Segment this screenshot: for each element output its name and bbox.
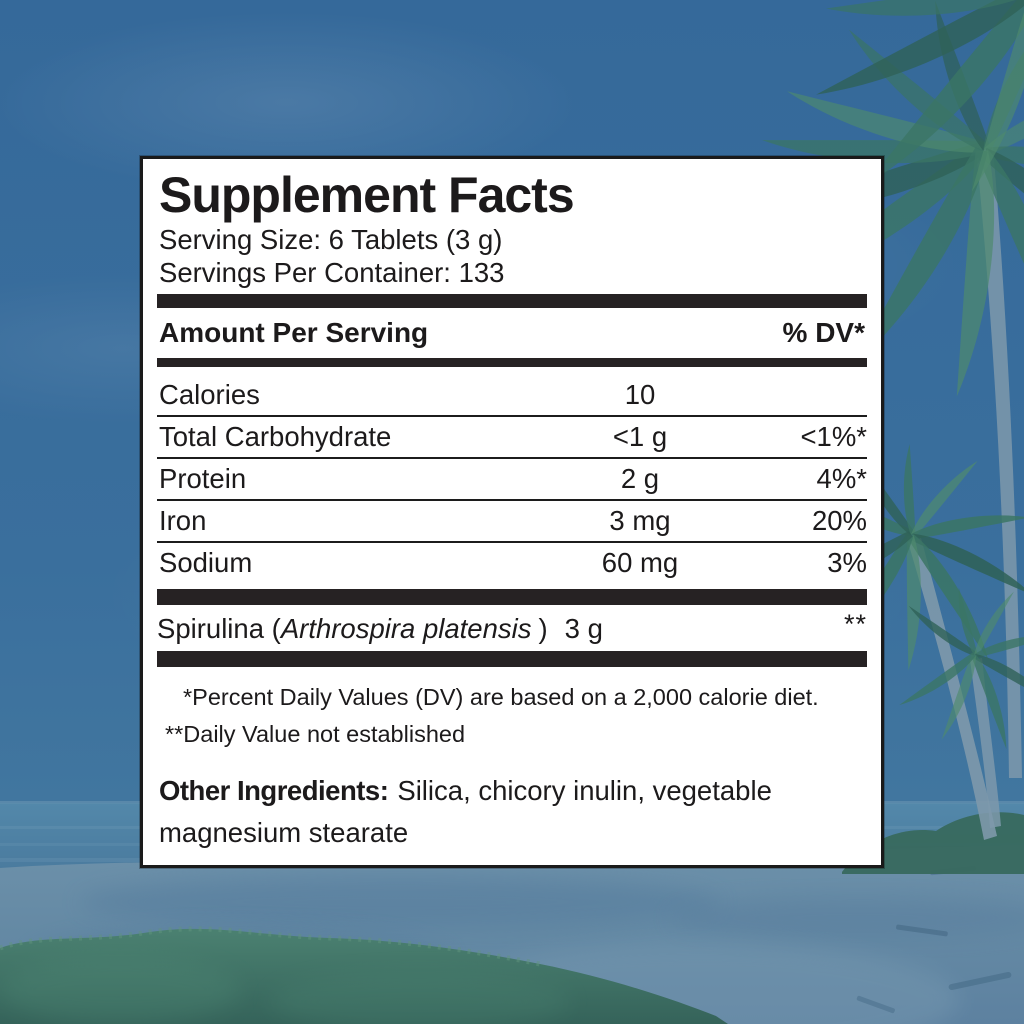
footnote-dv: *Percent Daily Values (DV) are based on …	[183, 684, 819, 710]
servings-per-container: Servings Per Container: 133	[159, 257, 505, 288]
nutrient-table: Calories 10 Total Carbohydrate <1 g <1%*…	[157, 375, 867, 583]
nutrient-amount: 60 mg	[601, 547, 679, 578]
panel-title: Supplement Facts	[159, 167, 575, 223]
nutrient-dv: <1%*	[800, 421, 867, 452]
table-header: Amount Per Serving % DV*	[157, 317, 867, 351]
nutrient-dv: 20%	[811, 505, 867, 536]
other-ingredients-text: Silica, chicory inulin, vegetable magnes…	[159, 775, 772, 848]
amount-per-serving-header: Amount Per Serving	[159, 317, 429, 348]
nutrient-amount: <1 g	[612, 421, 668, 452]
palm-tree-small	[894, 586, 1024, 828]
table-row-carbohydrate: Total Carbohydrate <1 g <1%*	[157, 417, 867, 457]
nutrient-name: Calories	[159, 379, 260, 410]
nutrient-name: Iron	[159, 505, 207, 536]
nutrient-name: Total Carbohydrate	[159, 421, 392, 452]
ingredient-name-suffix: )	[538, 613, 548, 644]
divider-bar-bottom	[157, 651, 867, 667]
table-row-spirulina: Spirulina (Arthrospira platensis) 3 g **	[157, 608, 867, 650]
other-ingredients: Other Ingredients: Silica, chicory inulin…	[159, 770, 851, 854]
row-divider	[157, 541, 867, 543]
ingredient-name: Spirulina (	[157, 613, 281, 644]
table-row-sodium: Sodium 60 mg 3%	[157, 543, 867, 583]
nutrient-dv: 4%*	[816, 463, 867, 494]
nutrient-amount: 2 g	[620, 463, 660, 494]
row-divider	[157, 457, 867, 459]
row-divider	[157, 499, 867, 501]
percent-dv-header: % DV*	[782, 317, 865, 348]
table-row-iron: Iron 3 mg 20%	[157, 501, 867, 541]
nutrient-amount: 10	[624, 379, 656, 410]
nutrient-amount: 3 mg	[609, 505, 671, 536]
footnote-not-established: **Daily Value not established	[165, 721, 466, 747]
nutrient-name: Sodium	[159, 547, 253, 578]
palm-tree-large	[749, 0, 1024, 778]
table-row-protein: Protein 2 g 4%*	[157, 459, 867, 499]
ingredient-dv: **	[843, 609, 867, 639]
table-row-calories: Calories 10	[157, 375, 867, 415]
nutrient-name: Protein	[159, 463, 247, 494]
supplement-facts-panel: Supplement Facts Serving Size: 6 Tablets…	[140, 156, 884, 868]
botanical-name: Arthrospira platensis	[280, 613, 532, 644]
row-divider	[157, 415, 867, 417]
ingredient-amount: 3 g	[564, 613, 603, 644]
foreground-vegetation	[0, 926, 728, 1024]
nutrient-dv: 3%	[827, 547, 867, 578]
divider-bar-mid	[157, 589, 867, 605]
divider-bar-top	[157, 294, 867, 308]
serving-size: Serving Size: 6 Tablets (3 g)	[159, 224, 503, 255]
other-ingredients-label: Other Ingredients:	[159, 775, 389, 806]
palm-tree-mid	[787, 443, 1024, 840]
divider-bar-header	[157, 358, 867, 367]
right-shore-vegetation	[842, 812, 1024, 874]
